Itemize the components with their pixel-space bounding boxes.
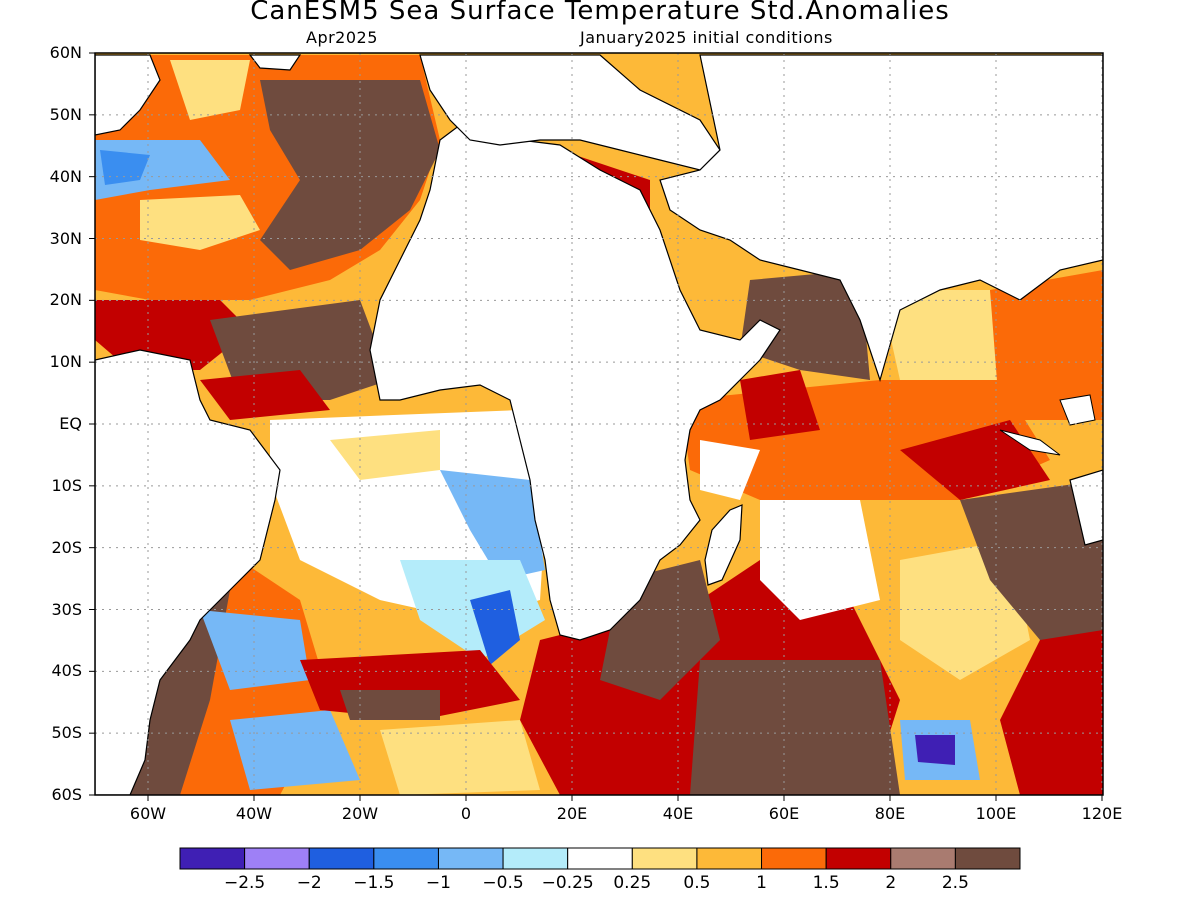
graticule — [95, 53, 1103, 795]
initial-conditions: January2025 initial conditions — [580, 28, 833, 47]
angola-cool — [440, 470, 545, 580]
axis-ticks — [89, 52, 1103, 801]
lat-label: 10S — [51, 475, 82, 495]
colorbar-swatch — [631, 847, 698, 870]
lon-label: 100E — [975, 804, 1017, 823]
s-indian-neutral — [760, 500, 880, 620]
map-title: CanESM5 Sea Surface Temperature Std.Anom… — [250, 0, 950, 26]
lat-label: 60S — [51, 785, 82, 804]
w-indian-neutral — [700, 440, 760, 500]
lon-label: 60E — [768, 804, 800, 823]
madagascar-land — [704, 504, 743, 586]
lat-label: 20S — [51, 537, 82, 557]
labrador-mild — [170, 60, 250, 120]
colorbar-swatch — [308, 847, 375, 870]
s-australia-hot — [1000, 630, 1103, 795]
s-atl-cold-spot — [470, 590, 520, 665]
lat-label: 40S — [51, 661, 82, 681]
lat-label: 20N — [49, 290, 82, 310]
colorbar-swatch — [696, 847, 763, 870]
lat-label: 50N — [49, 104, 82, 124]
north-america-land — [95, 54, 161, 136]
lon-label: 40E — [662, 804, 694, 823]
colorbar-swatch — [954, 847, 1021, 870]
forecast-month: Apr2025 — [306, 28, 378, 47]
se-asia-warm — [990, 270, 1103, 420]
lon-label: 80E — [874, 804, 906, 823]
colorbar-swatch — [567, 847, 633, 870]
greenland-land — [248, 54, 302, 71]
s-atl-cool-1 — [200, 610, 310, 690]
n-atlantic-mild — [140, 195, 260, 250]
s-indian-very-cold — [915, 735, 955, 765]
lon-label: 60W — [129, 804, 167, 823]
colorbar-tick-label: 1.5 — [812, 873, 840, 893]
lon-label: 40W — [235, 804, 273, 823]
somali-hot — [740, 370, 820, 440]
s-atl-mild-south — [380, 720, 540, 795]
colorbar-tick-label: −2.5 — [223, 873, 266, 893]
colorbar-swatch — [179, 847, 246, 870]
asia-land — [659, 54, 1103, 383]
lat-label: 30N — [49, 228, 82, 248]
colorbar-swatch — [890, 847, 956, 870]
colorbar-swatch — [761, 847, 827, 870]
colorbar-tick-label: 2.5 — [941, 873, 969, 893]
europe-land — [419, 54, 721, 171]
arabian-sea-strong — [740, 270, 870, 380]
australia-land — [1069, 469, 1103, 546]
colorbar-swatch — [825, 847, 892, 870]
lon-label: 0 — [460, 804, 472, 823]
lon-label: 20W — [341, 804, 379, 823]
lat-label: 10N — [49, 352, 82, 372]
colorbar-swatch — [373, 847, 439, 870]
colorbar-tick-label: −2 — [296, 873, 322, 893]
w-australia-strong — [960, 480, 1103, 640]
lon-label: 20E — [556, 804, 588, 823]
colorbar-tick-label: −1.5 — [353, 873, 395, 893]
bay-of-bengal-mild — [880, 290, 1000, 380]
lat-label: 40N — [49, 166, 82, 186]
n-atlantic-strong-anomaly — [260, 80, 440, 270]
indonesia-land — [999, 394, 1096, 456]
s-atl-cool-2 — [230, 710, 360, 790]
s-indian-strong — [690, 660, 900, 795]
s-atl-strong-band — [340, 690, 440, 720]
africa-land — [369, 124, 781, 641]
colorbar-tick-label: −0.25 — [541, 873, 594, 893]
colorbar-swatch — [244, 847, 310, 870]
colorbar-tick-label: −1 — [425, 873, 451, 893]
colorbar-tick-label: 2 — [885, 873, 897, 893]
eq-atl-mild — [330, 430, 440, 480]
trop-atl-band — [200, 370, 330, 420]
lat-label: 30S — [51, 599, 82, 619]
e-indian-hot — [900, 420, 1050, 500]
lat-label: 50S — [51, 723, 82, 743]
colorbar-tick-label: −0.5 — [482, 873, 524, 893]
colorbar-swatch — [502, 847, 569, 870]
lat-label: EQ — [59, 414, 82, 433]
colorbar-tick-label: 0.5 — [683, 873, 711, 893]
colorbar-tick-label: 1 — [756, 873, 767, 893]
lat-label: 60N — [49, 43, 82, 62]
lon-label: 120E — [1081, 804, 1123, 823]
colorbar-swatch — [437, 847, 504, 870]
colorbar-tick-label: 0.25 — [613, 873, 652, 893]
south-america-land — [95, 349, 281, 795]
